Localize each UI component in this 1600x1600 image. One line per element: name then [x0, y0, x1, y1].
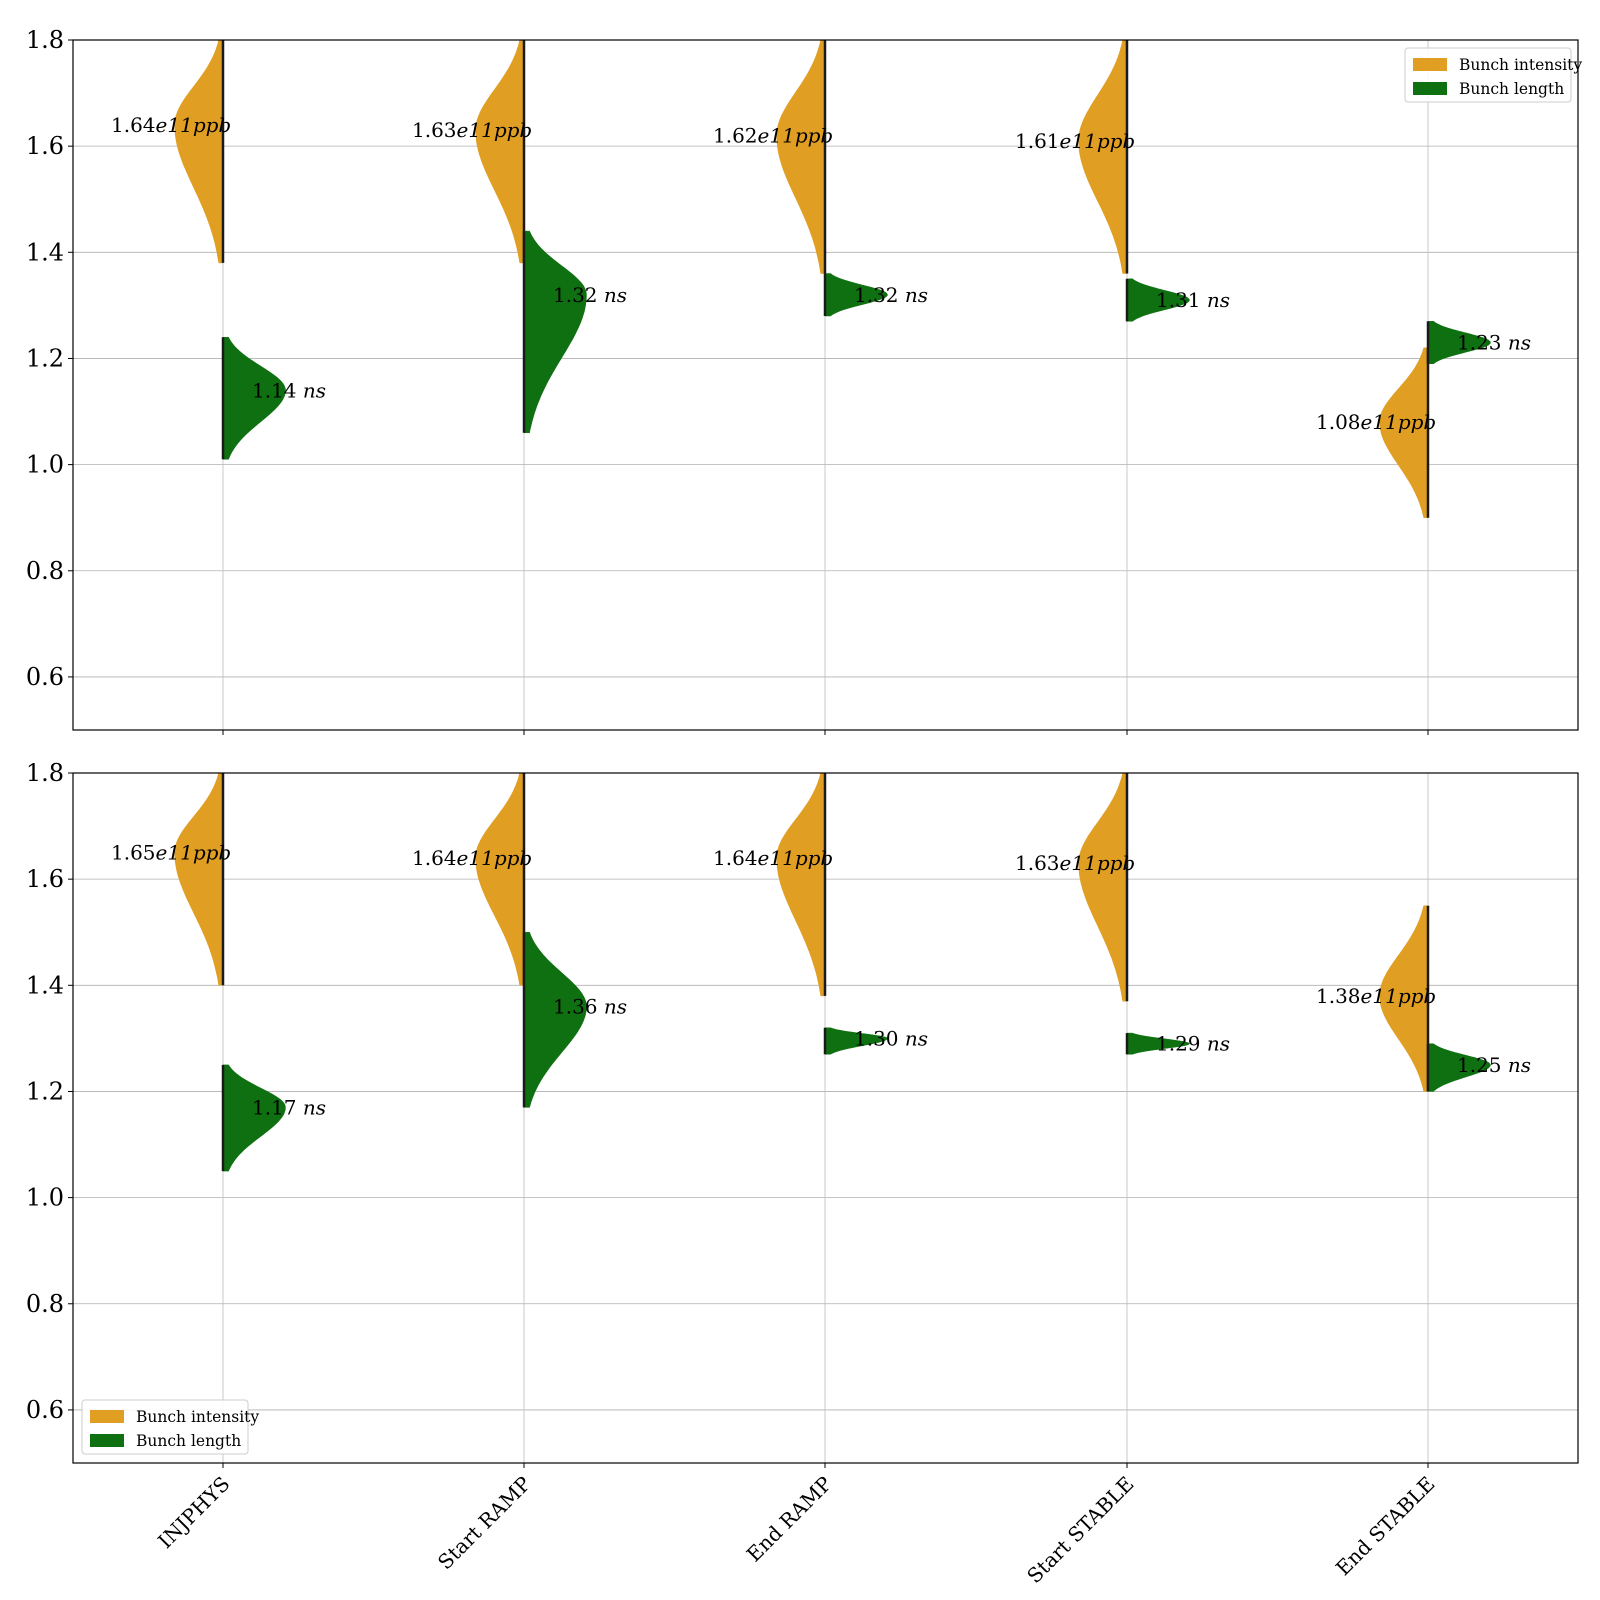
legend-swatch	[90, 1410, 124, 1423]
length-median-label: 1.29 ns	[1156, 1032, 1230, 1056]
violin-length	[824, 273, 888, 317]
length-median-label: 1.36 ns	[553, 995, 627, 1019]
legend-entry: Bunch intensity	[1459, 56, 1582, 74]
violin-length	[1126, 278, 1190, 322]
x-category-label: End STABLE	[1331, 1472, 1440, 1581]
length-median-label: 1.32 ns	[854, 283, 928, 307]
x-category-label: End RAMP	[742, 1472, 837, 1567]
legend-swatch	[1413, 58, 1447, 71]
panel-bottom: 0.6 0.8 1.0 1.2 1.4 1.6 1.8 1.65e11ppb 1.64e11pp…	[26, 759, 1579, 1468]
y-tick-label: 1.8	[26, 759, 64, 787]
y-tick-label: 1.0	[26, 1184, 64, 1212]
legend: Bunch intensity Bunch length	[1404, 47, 1582, 103]
length-median-label: 1.14 ns	[252, 378, 326, 402]
legend-entry: Bunch intensity	[136, 1408, 259, 1426]
violin-length	[222, 336, 286, 460]
violin-intensity	[1379, 905, 1429, 1092]
violin-length	[222, 1064, 286, 1172]
intensity-median-label: 1.64e11ppb	[713, 846, 833, 870]
length-median-label: 1.25 ns	[1457, 1053, 1531, 1077]
y-tick-label: 1.2	[26, 1077, 64, 1105]
y-tick-label: 1.0	[26, 451, 64, 479]
x-category-label: INJPHYS	[153, 1472, 234, 1553]
length-median-label: 1.23 ns	[1457, 331, 1531, 355]
legend: Bunch intensity Bunch length	[81, 1399, 259, 1455]
intensity-median-label: 1.62e11ppb	[713, 124, 833, 148]
y-tick-label: 0.6	[26, 1396, 64, 1424]
length-median-label: 1.32 ns	[553, 283, 627, 307]
x-category-label: Start STABLE	[1022, 1472, 1138, 1588]
violin-length	[824, 1027, 888, 1055]
panel-top: 0.6 0.8 1.0 1.2 1.4 1.6 1.8 1.64e11ppb 1.63e11pp…	[26, 26, 1582, 735]
length-median-label: 1.31 ns	[1156, 288, 1230, 312]
legend-entry: Bunch length	[1459, 80, 1564, 98]
intensity-median-label: 1.64e11ppb	[111, 113, 231, 137]
violin-intensity	[475, 772, 525, 986]
violin-intensity	[1078, 39, 1128, 274]
y-tick-label: 1.4	[26, 238, 64, 266]
x-category-label: Start RAMP	[433, 1472, 536, 1575]
violin-intensity	[475, 39, 525, 264]
violin-intensity	[1379, 347, 1429, 518]
intensity-median-label: 1.63e11ppb	[412, 118, 532, 142]
violin-intensity	[174, 39, 224, 264]
intensity-median-label: 1.61e11ppb	[1015, 129, 1135, 153]
legend-swatch	[1413, 82, 1447, 95]
axes-frame	[72, 772, 1579, 1464]
violin-length	[1126, 1032, 1190, 1055]
length-median-label: 1.17 ns	[252, 1095, 326, 1119]
intensity-median-label: 1.64e11ppb	[412, 846, 532, 870]
y-tick-label: 0.8	[26, 557, 64, 585]
violin-length	[523, 931, 587, 1108]
y-tick-label: 0.6	[26, 663, 64, 691]
violin-length	[1427, 321, 1491, 365]
y-tick-label: 1.2	[26, 344, 64, 372]
y-tick-label: 1.4	[26, 971, 64, 999]
axes-frame	[72, 39, 1579, 731]
violin-length	[1427, 1043, 1491, 1092]
intensity-median-label: 1.08e11ppb	[1316, 410, 1436, 434]
length-median-label: 1.30 ns	[854, 1026, 928, 1050]
violin-intensity	[776, 39, 826, 274]
violin-intensity	[174, 772, 224, 986]
violin-intensity	[776, 772, 826, 997]
legend-entry: Bunch length	[136, 1432, 241, 1450]
y-tick-label: 1.8	[26, 26, 64, 54]
y-tick-label: 1.6	[26, 865, 64, 893]
y-tick-label: 1.6	[26, 132, 64, 160]
y-tick-label: 0.8	[26, 1290, 64, 1318]
violin-intensity	[1078, 772, 1128, 1002]
intensity-median-label: 1.65e11ppb	[111, 841, 231, 865]
intensity-median-label: 1.63e11ppb	[1015, 851, 1135, 875]
legend-swatch	[90, 1434, 124, 1447]
intensity-median-label: 1.38e11ppb	[1316, 984, 1436, 1008]
violin-length	[523, 230, 587, 434]
